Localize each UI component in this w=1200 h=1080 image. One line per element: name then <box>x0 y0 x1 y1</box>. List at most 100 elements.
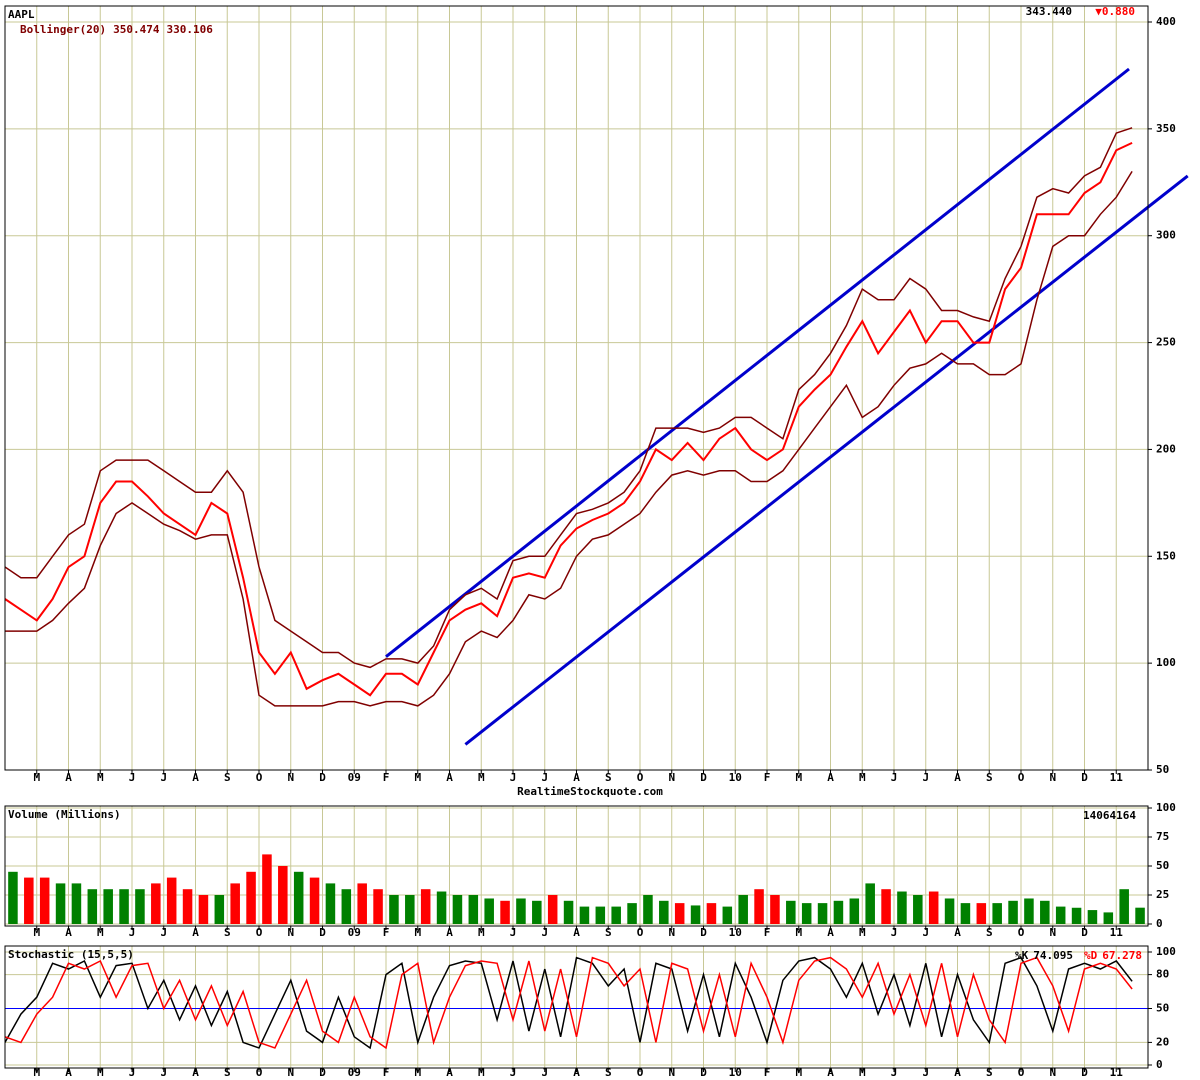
series-line <box>5 956 1133 1050</box>
x-tick-label: A <box>65 926 72 939</box>
x-tick-label: D <box>700 1066 707 1079</box>
volume-bar <box>24 877 34 924</box>
volume-bar <box>579 906 590 924</box>
k-label: %K 74.095 <box>1015 949 1073 962</box>
x-tick-label: J <box>891 926 898 939</box>
x-tick-label: N <box>287 771 294 784</box>
x-tick-label: N <box>287 1066 294 1079</box>
x-tick-label: N <box>668 771 675 784</box>
volume-bar <box>214 895 225 924</box>
volume-bar <box>119 889 129 924</box>
x-tick-label: J <box>129 771 136 784</box>
x-tick-label: J <box>510 1066 517 1079</box>
x-tick-label: 09 <box>348 1066 361 1079</box>
volume-bar <box>659 900 669 924</box>
y-tick-label: 250 <box>1156 336 1176 349</box>
x-tick-label: M <box>859 771 866 784</box>
x-tick-label: J <box>160 926 167 939</box>
x-tick-label: F <box>764 1066 771 1079</box>
x-tick-label: O <box>637 926 644 939</box>
price-change: ▼0.880 <box>1095 5 1135 18</box>
series-line <box>5 127 1133 669</box>
x-tick-label: A <box>192 1066 199 1079</box>
x-tick-label: D <box>319 1066 326 1079</box>
x-tick-label: D <box>700 771 707 784</box>
x-tick-label: 11 <box>1110 926 1124 939</box>
x-tick-label: M <box>859 1066 866 1079</box>
source-label: RealtimeStockquote.com <box>517 785 663 798</box>
y-tick-label: 100 <box>1156 656 1176 669</box>
volume-bar <box>182 889 193 924</box>
volume-bar <box>103 889 113 924</box>
volume-bar <box>1135 907 1145 924</box>
x-tick-label: A <box>65 1066 72 1079</box>
x-tick-label: 11 <box>1110 1066 1124 1079</box>
x-tick-label: D <box>700 926 707 939</box>
volume-bar <box>944 898 955 924</box>
x-tick-label: J <box>541 1066 548 1079</box>
volume-bar <box>39 877 50 924</box>
x-tick-label: M <box>97 771 104 784</box>
x-tick-label: S <box>986 771 993 784</box>
volume-bar <box>1071 907 1082 924</box>
volume-bar <box>500 900 510 924</box>
volume-bar <box>230 883 240 924</box>
x-tick-label: J <box>129 1066 136 1079</box>
y-tick-label: 75 <box>1156 830 1169 843</box>
series-line <box>5 141 1133 697</box>
x-tick-label: J <box>160 1066 167 1079</box>
d-value: 67.278 <box>1102 949 1142 962</box>
panel-border <box>4 805 1149 927</box>
volume-bar <box>420 889 431 924</box>
volume-bar <box>246 871 256 924</box>
x-tick-label: J <box>541 926 548 939</box>
x-tick-label: O <box>256 1066 263 1079</box>
x-tick-label: O <box>1018 926 1025 939</box>
x-tick-label: M <box>414 771 421 784</box>
x-tick-label: D <box>319 771 326 784</box>
x-tick-label: A <box>954 926 961 939</box>
x-tick-label: S <box>605 1066 612 1079</box>
trend-line <box>464 174 1189 746</box>
volume-bar <box>468 895 479 924</box>
x-tick-label: 10 <box>729 926 742 939</box>
series-line <box>5 956 1133 1050</box>
y-tick-label: 80 <box>1156 968 1169 981</box>
volume-bar <box>71 883 82 924</box>
x-tick-label: A <box>446 771 453 784</box>
x-tick-label: A <box>446 1066 453 1079</box>
volume-bar <box>373 889 383 924</box>
volume-bar <box>992 903 1002 924</box>
x-tick-label: M <box>478 1066 485 1079</box>
x-tick-label: A <box>573 1066 580 1079</box>
x-tick-label: 10 <box>729 771 742 784</box>
x-tick-label: O <box>637 771 644 784</box>
volume-bar <box>547 895 558 924</box>
volume-bar <box>674 903 685 924</box>
volume-bar <box>706 903 717 924</box>
indicator-upper: 350.474 <box>113 23 160 36</box>
y-tick-label: 25 <box>1156 888 1169 901</box>
x-tick-label: F <box>383 771 390 784</box>
x-tick-label: O <box>256 926 263 939</box>
x-tick-label: S <box>605 926 612 939</box>
volume-bar <box>595 906 606 924</box>
x-tick-label: M <box>795 926 802 939</box>
volume-bar <box>516 898 526 924</box>
volume-bar <box>1119 889 1129 924</box>
y-tick-label: 50 <box>1156 859 1169 872</box>
x-tick-label: F <box>764 926 771 939</box>
x-tick-label: O <box>1018 1066 1025 1079</box>
x-tick-label: D <box>1081 771 1088 784</box>
x-tick-label: J <box>922 771 929 784</box>
last-volume: 14064164 <box>1083 809 1136 822</box>
volume-bar <box>722 906 733 924</box>
volume-bar <box>309 877 320 924</box>
indicator-lower: 330.106 <box>166 23 213 36</box>
volume-bar <box>1008 900 1018 924</box>
volume-bar <box>865 883 875 924</box>
volume-bar <box>801 903 812 924</box>
x-tick-label: A <box>827 926 834 939</box>
x-tick-label: 11 <box>1110 771 1124 784</box>
x-tick-label: S <box>605 771 612 784</box>
